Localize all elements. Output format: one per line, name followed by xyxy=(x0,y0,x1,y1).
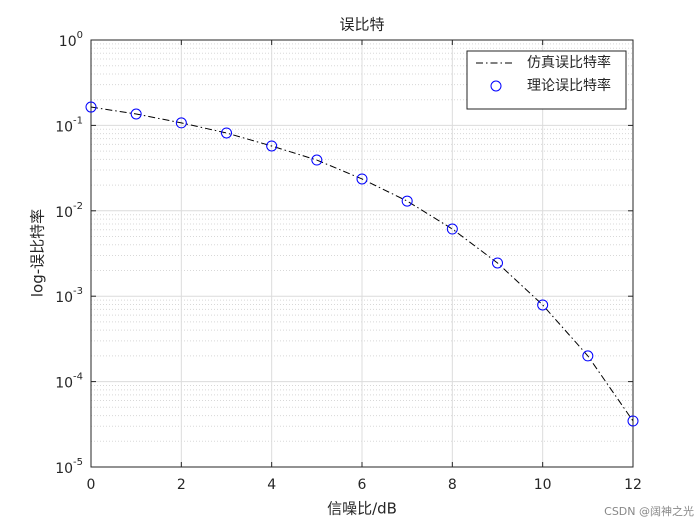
data-point xyxy=(221,127,232,139)
x-tick-label: 2 xyxy=(177,477,186,493)
y-tick-label: 10-2 xyxy=(55,201,83,221)
data-point xyxy=(266,140,278,152)
y-tick-label: 10-3 xyxy=(55,286,83,306)
data-point xyxy=(627,415,639,427)
data-point xyxy=(356,173,368,185)
legend-box xyxy=(466,50,627,110)
x-tick-label: 8 xyxy=(448,477,457,493)
data-point xyxy=(175,117,187,129)
data-point xyxy=(311,154,323,166)
data-point xyxy=(85,101,97,113)
y-tick-label: 100 xyxy=(59,30,83,50)
y-tick-exponent: -5 xyxy=(73,457,83,468)
x-axis-label: 信噪比/dB xyxy=(327,500,397,518)
data-point xyxy=(492,257,503,269)
data-point xyxy=(446,223,458,235)
y-tick-base: 10 xyxy=(55,461,73,477)
x-tick-label: 10 xyxy=(534,477,552,493)
y-tick-base: 10 xyxy=(55,205,73,221)
x-tick-label: 4 xyxy=(267,477,276,493)
y-tick-base: 10 xyxy=(55,376,73,392)
watermark: CSDN @阔神之光 xyxy=(604,504,694,518)
axes-box xyxy=(90,39,634,468)
y-tick-label: 10-4 xyxy=(55,372,83,392)
y-tick-exponent: -1 xyxy=(73,115,83,126)
x-tick-label: 6 xyxy=(358,477,367,493)
legend-label: 理论误比特率 xyxy=(527,77,611,94)
x-tick-label: 0 xyxy=(87,477,96,493)
data-point xyxy=(537,299,549,311)
x-tick-label: 12 xyxy=(624,477,642,493)
y-tick-exponent: 0 xyxy=(77,30,83,41)
data-point xyxy=(401,195,413,207)
series-line xyxy=(90,106,634,422)
y-tick-exponent: -2 xyxy=(73,201,83,212)
y-tick-exponent: -3 xyxy=(73,286,83,297)
y-tick-label: 10-5 xyxy=(55,457,83,477)
legend-marker xyxy=(490,80,502,92)
chart-title: 误比特 xyxy=(339,16,384,34)
data-point xyxy=(130,108,142,120)
y-tick-base: 10 xyxy=(55,119,73,135)
data-point xyxy=(582,350,594,362)
y-tick-exponent: -4 xyxy=(73,372,83,383)
y-tick-base: 10 xyxy=(59,34,77,50)
y-axis-label: log-误比特率 xyxy=(29,209,47,297)
legend-label: 仿真误比特率 xyxy=(527,54,611,71)
y-tick-base: 10 xyxy=(55,290,73,306)
y-tick-label: 10-1 xyxy=(55,115,83,135)
